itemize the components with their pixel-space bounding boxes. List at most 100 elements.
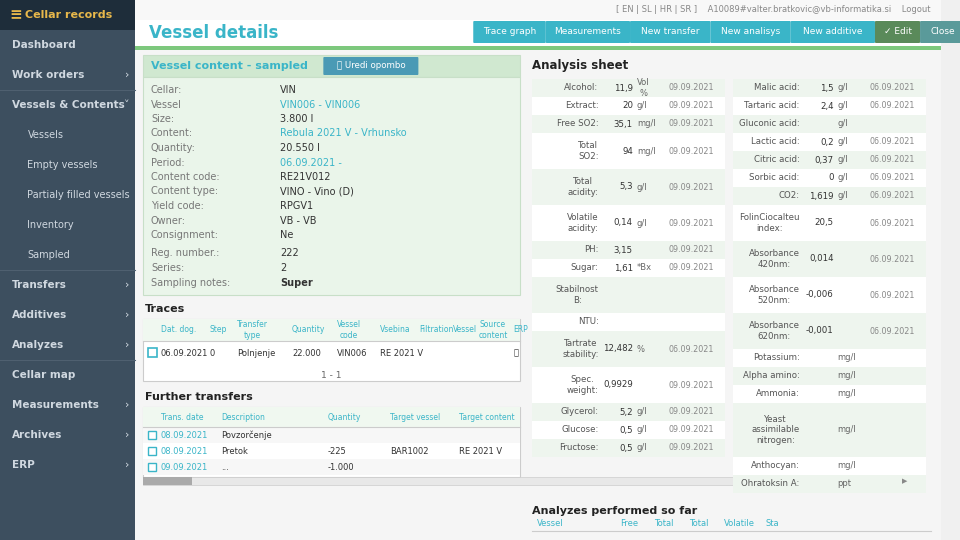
Text: RE 2021 V: RE 2021 V [380, 348, 423, 357]
Text: 09.09.2021: 09.09.2021 [668, 381, 713, 389]
FancyBboxPatch shape [135, 46, 941, 50]
FancyBboxPatch shape [324, 57, 419, 75]
FancyBboxPatch shape [732, 151, 926, 169]
Text: ›: › [125, 460, 130, 470]
FancyBboxPatch shape [732, 97, 926, 115]
Text: g/l: g/l [838, 84, 849, 92]
Text: ›: › [125, 430, 130, 440]
Text: Glucose:: Glucose: [562, 426, 599, 435]
FancyBboxPatch shape [143, 77, 520, 295]
Text: 06.09.2021: 06.09.2021 [869, 84, 915, 92]
Text: Archives: Archives [12, 430, 62, 440]
FancyBboxPatch shape [143, 459, 520, 475]
FancyBboxPatch shape [732, 79, 926, 97]
Text: 09.09.2021: 09.09.2021 [668, 84, 713, 92]
Text: 08.09.2021: 08.09.2021 [160, 430, 208, 440]
Text: 09.09.2021: 09.09.2021 [668, 264, 713, 273]
FancyBboxPatch shape [732, 475, 926, 493]
Text: 09.09.2021: 09.09.2021 [668, 408, 713, 416]
Text: 3.800 l: 3.800 l [280, 114, 314, 124]
Text: FolinCiocalteu
index:: FolinCiocalteu index: [739, 213, 800, 233]
Text: PH:: PH: [585, 246, 599, 254]
Text: New transfer: New transfer [641, 28, 700, 37]
Text: Alpha amino:: Alpha amino: [743, 372, 800, 381]
Text: VINO - Vino (D): VINO - Vino (D) [280, 186, 354, 197]
Text: Malic acid:: Malic acid: [754, 84, 800, 92]
Text: Gluconic acid:: Gluconic acid: [739, 119, 800, 129]
Text: g/l: g/l [838, 156, 849, 165]
Text: Vessels: Vessels [28, 130, 63, 140]
Text: ppt: ppt [838, 480, 852, 489]
Text: Yield code:: Yield code: [151, 201, 204, 211]
Text: 06.09.2021: 06.09.2021 [869, 173, 915, 183]
Text: -225: -225 [327, 447, 346, 456]
Text: 20: 20 [622, 102, 633, 111]
Text: BAR1002: BAR1002 [390, 447, 428, 456]
Text: Further transfers: Further transfers [145, 392, 252, 402]
FancyBboxPatch shape [732, 367, 926, 385]
Text: 08.09.2021: 08.09.2021 [160, 447, 208, 456]
Text: Dat. dog.: Dat. dog. [160, 326, 196, 334]
Text: Rebula 2021 V - Vrhunsko: Rebula 2021 V - Vrhunsko [280, 129, 407, 138]
FancyBboxPatch shape [791, 21, 875, 43]
Text: Vessel: Vessel [537, 518, 564, 528]
Text: mg/l: mg/l [636, 146, 656, 156]
FancyBboxPatch shape [732, 457, 926, 475]
Text: ›: › [125, 400, 130, 410]
Text: Work orders: Work orders [12, 70, 84, 80]
Text: Pretok: Pretok [222, 447, 249, 456]
Text: g/l: g/l [636, 426, 647, 435]
Text: VB - VB: VB - VB [280, 215, 317, 226]
Text: Yeast
assimilable
nitrogen:: Yeast assimilable nitrogen: [752, 415, 800, 445]
Text: Cellar:: Cellar: [151, 85, 182, 95]
Text: Super: Super [280, 278, 313, 287]
Text: Additives: Additives [12, 310, 67, 320]
Text: 0,5: 0,5 [619, 426, 633, 435]
Text: g/l: g/l [636, 219, 647, 227]
Text: Vessel details: Vessel details [149, 24, 278, 42]
FancyBboxPatch shape [532, 277, 725, 313]
Text: 5,2: 5,2 [619, 408, 633, 416]
Text: Filtration: Filtration [420, 326, 454, 334]
Text: Tartrate
stability:: Tartrate stability: [563, 339, 599, 359]
Text: 0,37: 0,37 [815, 156, 834, 165]
Text: Quantity: Quantity [327, 413, 361, 422]
Text: Ammonia:: Ammonia: [756, 389, 800, 399]
Text: 06.09.2021: 06.09.2021 [869, 156, 915, 165]
Text: ✓ Edit: ✓ Edit [883, 28, 911, 37]
Text: Inventory: Inventory [28, 220, 74, 230]
Text: ›: › [125, 310, 130, 320]
Text: -0,001: -0,001 [806, 327, 834, 335]
Text: Total
acidity:: Total acidity: [567, 177, 599, 197]
Text: 09.09.2021: 09.09.2021 [160, 462, 208, 471]
Text: 20,5: 20,5 [815, 219, 834, 227]
FancyBboxPatch shape [148, 447, 156, 455]
Text: 0,014: 0,014 [809, 254, 834, 264]
Text: mg/l: mg/l [636, 119, 656, 129]
Text: 1,619: 1,619 [809, 192, 834, 200]
Text: ⓘ: ⓘ [514, 348, 518, 357]
Text: 09.09.2021: 09.09.2021 [668, 183, 713, 192]
Text: Sugar:: Sugar: [570, 264, 599, 273]
Text: Glycerol:: Glycerol: [561, 408, 599, 416]
Text: 2: 2 [280, 263, 286, 273]
Text: g/l: g/l [838, 192, 849, 200]
Text: 09.09.2021: 09.09.2021 [668, 219, 713, 227]
Text: ≡: ≡ [10, 8, 22, 23]
FancyBboxPatch shape [732, 205, 926, 241]
Text: 09.09.2021: 09.09.2021 [668, 443, 713, 453]
FancyBboxPatch shape [143, 427, 520, 443]
FancyBboxPatch shape [732, 115, 926, 133]
Text: Source
content: Source content [478, 320, 508, 340]
FancyBboxPatch shape [0, 30, 135, 540]
Text: Vessel: Vessel [453, 326, 477, 334]
Text: Content code:: Content code: [151, 172, 220, 182]
FancyBboxPatch shape [732, 349, 926, 367]
Text: 1,5: 1,5 [820, 84, 834, 92]
FancyBboxPatch shape [732, 133, 926, 151]
Text: Content:: Content: [151, 129, 193, 138]
Text: Sta: Sta [765, 518, 779, 528]
Text: g/l: g/l [636, 102, 647, 111]
FancyBboxPatch shape [135, 20, 941, 46]
Text: Sorbic acid:: Sorbic acid: [749, 173, 800, 183]
